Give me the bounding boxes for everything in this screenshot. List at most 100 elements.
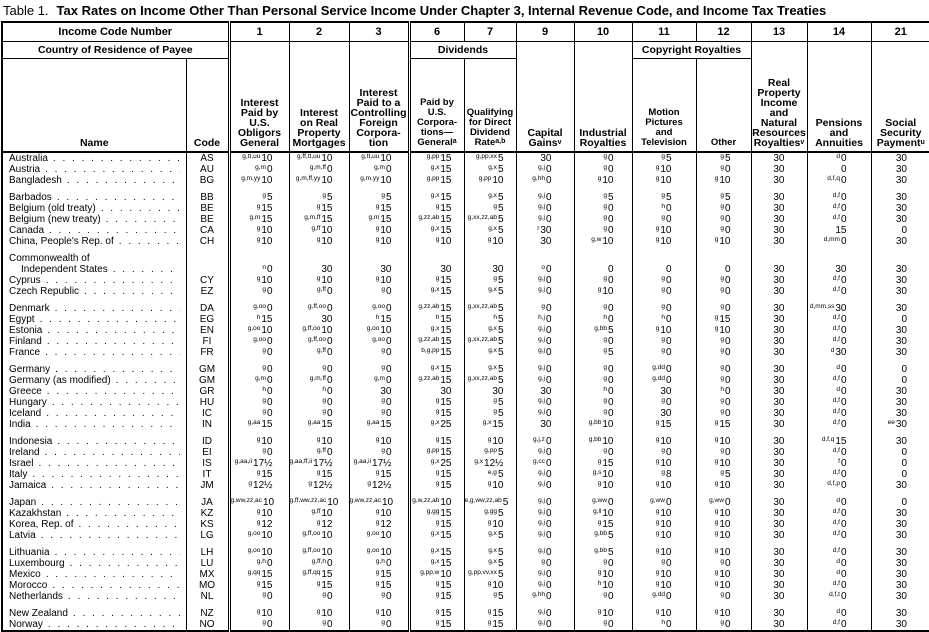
rate-cell: 30 (870, 591, 929, 602)
rate-cell: g,x5 (463, 325, 516, 336)
rate-cell: g,ww0 (695, 491, 751, 508)
rate-cell: g,x15 (407, 286, 464, 297)
tax-rates-table: Income Code Number 1 2 3 6 7 9 10 11 12 … (1, 21, 929, 632)
rate-cell: g15 (695, 419, 751, 430)
rate-cell: g10 (631, 175, 696, 186)
rate-cell: ee30 (870, 419, 929, 430)
table-row: Iceland. . . . . . . . . . . . . . . . .… (2, 408, 929, 419)
country-code-cell: IC (185, 408, 229, 419)
rate-cell: 30 (631, 386, 696, 397)
country-name-cell: Hungary. . . . . . . . . . . . . . . . .… (9, 397, 180, 408)
table-row: Korea, Rep. of. . . . . . . . . . . . . … (2, 519, 929, 530)
rate-cell: g0 (631, 214, 696, 225)
country-code-cell: KS (185, 519, 229, 530)
rate-cell: g5 (631, 186, 696, 203)
table-body: Australia. . . . . . . . . . . . . . . .… (2, 151, 929, 631)
rate-cell: g0 (573, 358, 632, 375)
rate-cell: g10 (463, 480, 516, 491)
rate-cell: 0 (806, 164, 871, 175)
code-col-13: 13 (750, 22, 807, 42)
rate-cell: 30 (463, 247, 516, 275)
rate-cell: g15 (227, 203, 289, 214)
rate-cell: 30 (750, 286, 807, 297)
rate-cell: g,x15 (407, 558, 464, 569)
rate-cell: d,f0 (806, 580, 871, 591)
country-name-cell: Australia. . . . . . . . . . . . . . . .… (2, 151, 186, 164)
country-code-cell: BB (185, 186, 229, 203)
rate-cell: g0 (695, 164, 751, 175)
rate-cell: o0 (515, 247, 574, 275)
country-code-cell: FR (185, 347, 229, 358)
rate-cell: g10 (631, 580, 696, 591)
rate-cell: g,ff0 (288, 447, 349, 458)
country-code-cell: JA (185, 491, 229, 508)
rate-cell: 30 (348, 386, 409, 397)
rate-cell: g0 (573, 297, 632, 314)
rate-cell: g0 (348, 591, 409, 602)
rate-cell: 30 (750, 508, 807, 519)
table-row: China, People's Rep. of. . . . . . . . .… (2, 236, 929, 247)
rate-cell: g,x5 (463, 530, 516, 541)
rate-cell: g12 (348, 519, 409, 530)
rate-cell: g,bb5 (573, 541, 632, 558)
country-code-cell: BE (185, 203, 229, 214)
rate-cell: g10 (695, 458, 751, 469)
rate-cell: g,ff10 (288, 225, 349, 236)
table-row: Indonesia. . . . . . . . . . . . . . . .… (2, 430, 929, 447)
rate-cell: g,ff,qq15 (288, 569, 349, 580)
rate-cell: g10 (631, 480, 696, 491)
rate-cell: g,gg5 (463, 508, 516, 519)
rate-cell: g,m,yy10 (227, 175, 289, 186)
rate-cell: 30 (750, 580, 807, 591)
rate-cell: 30 (288, 247, 349, 275)
rate-cell: 30 (750, 297, 807, 314)
rate-cell: 30 (750, 164, 807, 175)
rate-cell: 30 (806, 247, 871, 275)
rate-cell: g,m0 (348, 164, 409, 175)
country-code-cell: NZ (185, 602, 229, 619)
rate-cell: g,tt,uu10 (227, 151, 289, 164)
rate-cell: d,mm0 (806, 236, 871, 247)
rate-cell: g0 (573, 397, 632, 408)
code-col-7: 7 (463, 22, 516, 42)
country-code-cell: FI (185, 336, 229, 347)
rate-cell: g,hh0 (515, 591, 574, 602)
country-name-cell: Austria. . . . . . . . . . . . . . . . .… (9, 164, 180, 175)
rate-cell: g,x25 (407, 419, 464, 430)
rate-cell: 30 (870, 408, 929, 419)
rate-cell: d,f0 (806, 541, 871, 558)
rate-cell: g,aa15 (288, 419, 349, 430)
rate-cell: g,x5 (463, 286, 516, 297)
rate-cell: d,f0 (806, 186, 871, 203)
country-code-cell: EI (185, 447, 229, 458)
rate-cell: g15 (407, 408, 464, 419)
rate-cell: h0 (227, 386, 289, 397)
country-code-cell: JM (185, 480, 229, 491)
country-code-cell: AU (185, 164, 229, 175)
rate-cell: g15 (407, 203, 464, 214)
rate-cell: d,f0 (806, 275, 871, 286)
rate-cell: g,x15 (407, 358, 464, 375)
rate-cell: g,ff0 (288, 347, 349, 358)
rate-cell: g0 (573, 591, 632, 602)
rate-cell: g0 (573, 619, 632, 631)
rate-cell: h0 (631, 203, 696, 214)
rate-cell: d,f0 (806, 519, 871, 530)
code-col-14: 14 (806, 22, 871, 42)
rate-cell: 30 (750, 275, 807, 286)
rate-cell: 30 (870, 480, 929, 491)
rate-cell: 30 (750, 225, 807, 236)
rate-cell: h15 (227, 314, 289, 325)
rate-cell: g10 (463, 430, 516, 447)
rate-cell: h5 (463, 314, 516, 325)
rate-cell: g10 (631, 325, 696, 336)
country-of-residence-header: Country of Residence of Payee (2, 41, 229, 59)
rate-cell: g0 (227, 591, 289, 602)
rate-cell: g,xx,zz,ab5 (463, 214, 516, 225)
rate-cell: g15 (407, 469, 464, 480)
rate-cell: g10 (288, 602, 349, 619)
rate-cell: 30 (750, 386, 807, 397)
rate-cell: 30 (750, 236, 807, 247)
rate-cell: 30 (750, 419, 807, 430)
rate-cell: 30 (750, 519, 807, 530)
